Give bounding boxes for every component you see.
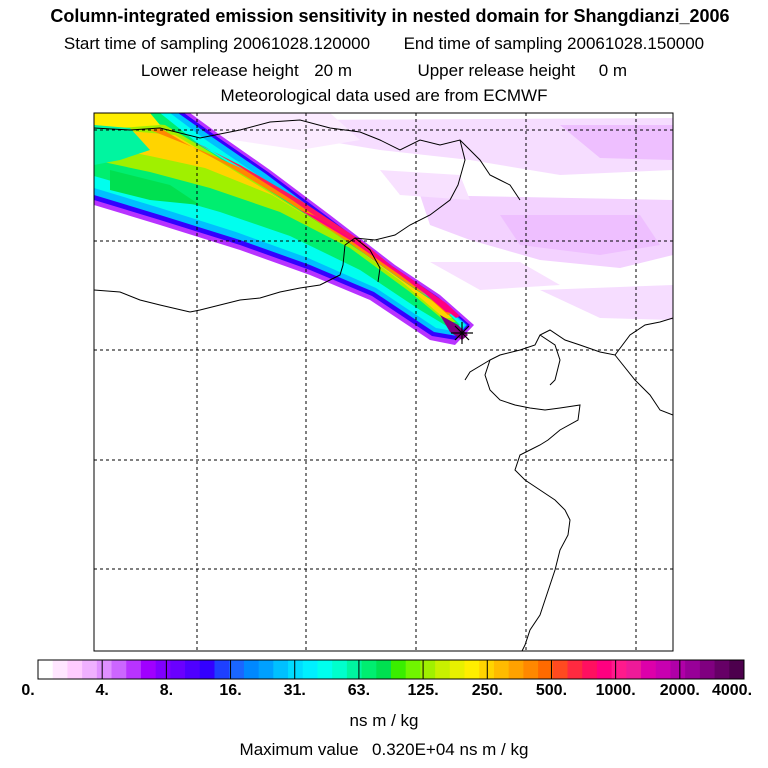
- legend-swatch: [641, 660, 657, 679]
- legend-swatch: [258, 660, 274, 679]
- maximum-value: Maximum value 0.320E+04 ns m / kg: [0, 740, 768, 760]
- legend-swatch: [82, 660, 98, 679]
- legend-swatch: [140, 660, 157, 679]
- legend-swatch: [391, 660, 407, 679]
- legend-swatch: [464, 660, 480, 679]
- legend-swatch: [155, 660, 171, 679]
- legend-swatch: [699, 660, 716, 679]
- legend-swatch: [729, 660, 745, 679]
- legend-swatch: [52, 660, 68, 679]
- coastlines: [94, 119, 673, 651]
- legend-swatch: [302, 660, 318, 679]
- legend-swatch: [685, 660, 701, 679]
- end-time-label: End time of sampling: [403, 34, 563, 53]
- legend-swatch: [582, 660, 598, 679]
- legend-tick-label: 4000.: [711, 682, 753, 699]
- emission-plume: [94, 113, 474, 345]
- legend-swatch: [435, 660, 451, 679]
- legend-swatch: [596, 660, 613, 679]
- upper-release-label: Upper release height: [417, 61, 576, 80]
- lower-release-label: Lower release height: [140, 61, 299, 80]
- start-time-value: 20061028.120000: [233, 34, 371, 53]
- legend-swatch: [67, 660, 83, 679]
- legend-swatch: [611, 660, 627, 679]
- map-area: [94, 113, 673, 651]
- legend-swatch: [317, 660, 333, 679]
- legend-swatch: [332, 660, 348, 679]
- legend-swatch: [376, 660, 392, 679]
- legend-swatch: [655, 660, 671, 679]
- legend-units: ns m / kg: [349, 711, 419, 730]
- legend-swatch: [626, 660, 642, 679]
- legend-swatch: [346, 660, 363, 679]
- legend-swatch: [523, 660, 539, 679]
- legend-tick-label: 16.: [219, 682, 242, 699]
- legend-tick-label: 31.: [283, 682, 306, 699]
- legend-swatch: [361, 660, 377, 679]
- legend-swatch: [214, 660, 230, 679]
- maximum-value-number: 0.320E+04 ns m / kg: [372, 740, 529, 759]
- legend-swatch: [111, 660, 127, 679]
- upper-release-value: 0 m: [598, 61, 628, 80]
- receptor-marker: [451, 322, 473, 344]
- legend-swatch: [38, 660, 54, 679]
- legend-tick-label: 500.: [535, 682, 568, 699]
- legend-swatch: [714, 660, 730, 679]
- background-sensitivity: [110, 113, 673, 320]
- legend-swatch: [273, 660, 289, 679]
- legend-tick-label: 4.: [95, 682, 109, 699]
- legend-swatch: [449, 660, 466, 679]
- legend-tick-label: 8.: [159, 682, 174, 699]
- lat-lon-grid: [94, 113, 673, 651]
- legend-swatch: [508, 660, 524, 679]
- sampling-times: Start time of sampling 20061028.120000 E…: [0, 34, 768, 54]
- lower-release-value: 20 m: [314, 61, 352, 80]
- legend-swatch: [185, 660, 201, 679]
- legend-swatch: [567, 660, 583, 679]
- legend-swatch: [243, 660, 260, 679]
- color-legend: [38, 660, 745, 679]
- legend-tick-label: 1000.: [595, 682, 636, 699]
- legend-swatch: [170, 660, 186, 679]
- legend-swatch: [229, 660, 245, 679]
- meteo-source: Meteorological data used are from ECMWF: [220, 86, 548, 105]
- legend-swatch: [538, 660, 554, 679]
- end-time-value: 20061028.150000: [567, 34, 705, 53]
- start-time-label: Start time of sampling: [63, 34, 229, 53]
- legend-swatch: [670, 660, 686, 679]
- legend-tick-label: 0.: [21, 682, 35, 699]
- legend-swatch: [405, 660, 421, 679]
- plot-title: Column-integrated emission sensitivity i…: [50, 6, 730, 26]
- release-heights: Lower release height 20 m Upper release …: [0, 61, 768, 81]
- legend-tick-label: 125.: [407, 682, 439, 699]
- legend-swatch: [288, 660, 304, 679]
- legend-swatch: [420, 660, 436, 679]
- legend-swatch: [199, 660, 215, 679]
- legend-swatch: [493, 660, 510, 679]
- legend-frame: [37, 659, 745, 680]
- legend-tick-label: 250.: [471, 682, 503, 699]
- maximum-value-label: Maximum value: [239, 740, 359, 759]
- legend-swatch: [552, 660, 568, 679]
- legend-tick-label: 2000.: [659, 682, 700, 699]
- legend-tick-label: 63.: [347, 682, 371, 699]
- map-frame: [93, 112, 674, 652]
- legend-swatch: [126, 660, 142, 679]
- legend-swatch: [96, 660, 113, 679]
